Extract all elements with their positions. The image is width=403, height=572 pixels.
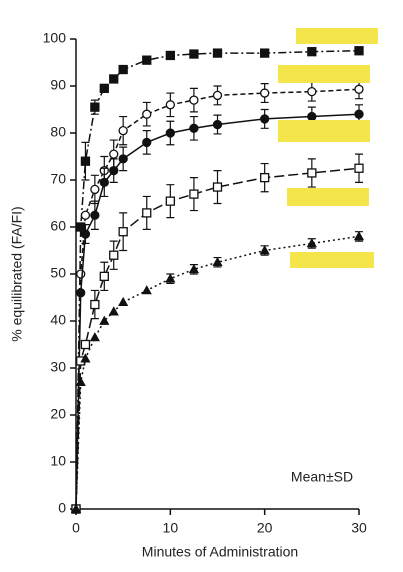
marker [165,273,176,283]
marker [212,90,223,101]
marker [70,503,82,513]
marker [80,339,91,350]
marker [165,50,175,61]
y-tick-label: 60 [50,218,66,234]
marker [142,109,152,119]
marker [354,84,364,94]
marker [80,353,91,363]
marker [75,376,86,386]
marker [259,245,270,255]
marker [90,102,100,112]
marker [118,227,128,237]
plot: 0 10 20 30 40 50 60 70 80 90 100 0 10 20 30 [43,30,367,536]
marker [118,154,128,164]
marker [189,189,199,199]
marker [353,231,365,241]
marker [118,296,129,307]
y-tick-label: 30 [50,359,66,375]
marker [108,306,119,316]
redaction [287,188,369,206]
redaction [278,120,370,142]
marker [109,149,119,159]
series-line [75,167,360,510]
marker [80,229,91,239]
marker [188,263,200,274]
marker [306,238,317,248]
redaction [278,65,370,83]
marker [260,114,270,124]
marker [99,271,109,282]
marker [142,137,152,148]
y-tick-label: 70 [50,171,66,187]
marker [260,88,270,98]
x-tick-label: 20 [257,520,273,536]
y-tick-label: 40 [50,312,66,328]
marker [80,210,91,220]
marker [260,48,270,58]
marker [90,210,100,220]
marker [76,269,86,279]
marker [109,74,119,84]
marker [212,256,223,267]
redactions [278,28,378,268]
marker [165,196,175,206]
series-line [75,88,360,510]
marker [142,208,152,218]
y-tick-label: 80 [50,124,66,140]
marker [189,123,199,133]
marker [118,125,128,136]
marker [165,128,175,138]
series-line [75,50,360,510]
y-tick-label: 100 [43,30,67,46]
marker [189,95,199,105]
marker [165,100,175,110]
x-axis-label: Minutes of Administration [142,544,298,560]
marker [307,86,317,97]
marker [109,165,119,176]
marker [99,315,110,325]
marker [90,184,100,195]
marker [118,64,128,75]
marker [90,299,100,310]
marker [260,172,270,183]
marker [76,288,86,298]
y-tick-label: 20 [50,406,66,422]
marker [80,156,91,166]
marker [89,332,100,342]
marker [189,49,199,59]
y-tick-label: 0 [58,500,66,516]
annotation: Mean±SD [291,469,353,485]
marker [307,168,317,178]
marker [354,46,364,56]
marker [212,119,223,130]
marker [354,163,364,173]
marker [212,48,223,58]
redaction [290,252,374,268]
y-tick-label: 50 [50,265,66,281]
x-tick-label: 10 [163,520,179,536]
marker [99,177,109,188]
marker [141,285,152,295]
x-tick-label: 0 [72,520,80,536]
marker [212,182,223,192]
redaction [296,28,378,44]
y-tick-label: 10 [50,453,66,469]
marker [307,47,317,57]
marker [99,83,109,93]
marker [109,250,119,260]
x-tick-label: 30 [351,520,367,536]
y-tick-label: 90 [50,77,66,93]
marker [142,55,152,65]
marker [307,111,317,122]
marker [354,109,364,119]
y-axis-label: % equilibrated (FA/FI) [9,206,25,341]
